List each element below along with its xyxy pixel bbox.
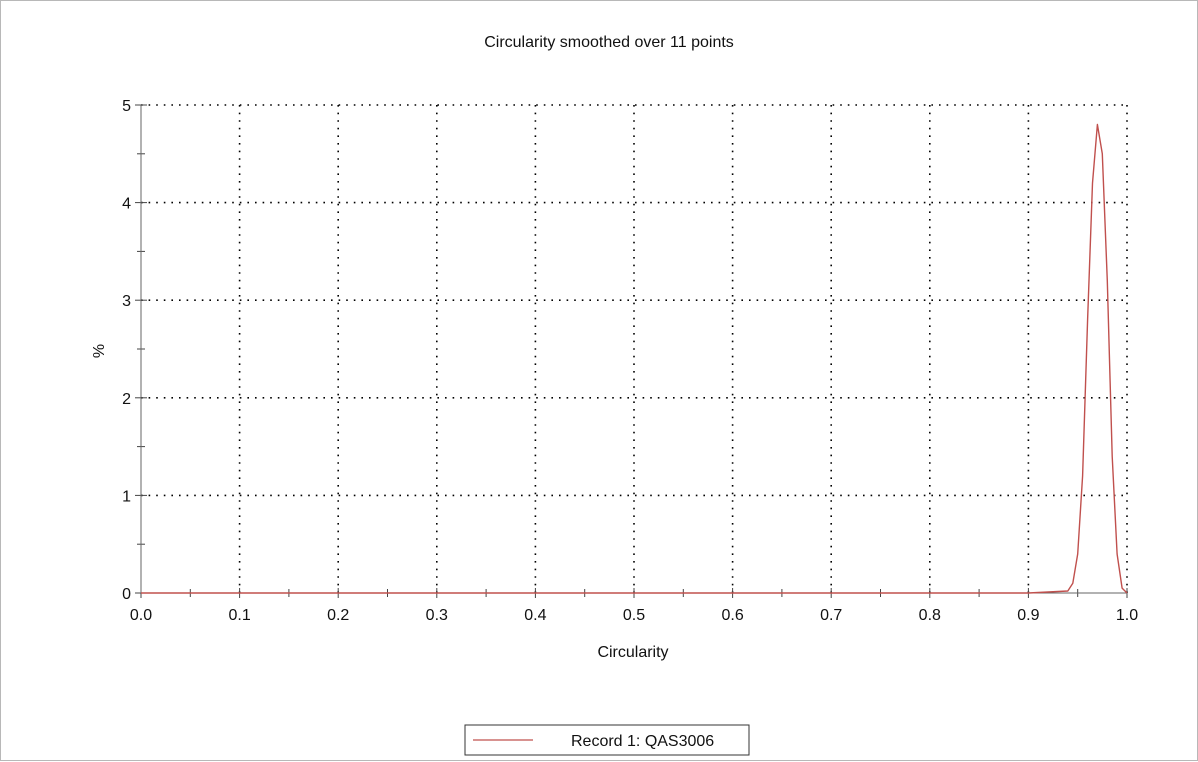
x-tick-label-0.4: 0.4 (524, 607, 546, 624)
grid (141, 104, 1128, 593)
legend: Record 1: QAS3006 (464, 724, 750, 756)
tick-labels: 0.0 0.1 0.2 0.3 0.4 0.5 0.6 0.7 0.8 0.9 1.0 0 1 2 3 4 5 (122, 98, 1138, 624)
x-tick-label-0.3: 0.3 (426, 607, 448, 624)
x-tick-label-0.9: 0.9 (1017, 607, 1039, 624)
axes (135, 104, 1128, 598)
y-tick-label-0: 0 (122, 586, 131, 603)
y-tick-label-4: 4 (122, 196, 131, 213)
y-tick-label-5: 5 (122, 98, 131, 115)
y-tick-label-3: 3 (122, 293, 131, 310)
x-tick-label-0.2: 0.2 (327, 607, 349, 624)
x-tick-label-0.1: 0.1 (228, 607, 250, 624)
x-tick-label-1.0: 1.0 (1116, 607, 1138, 624)
chart-title: Circularity smoothed over 11 points (484, 34, 734, 51)
x-tick-label-0.5: 0.5 (623, 607, 645, 624)
x-tick-label-0.7: 0.7 (820, 607, 842, 624)
x-axis-label: Circularity (597, 644, 668, 661)
series-layer (141, 123, 1128, 594)
y-tick-label-1: 1 (122, 488, 131, 505)
x-tick-label-0.0: 0.0 (130, 607, 152, 624)
series-line-1 (141, 123, 1128, 594)
legend-label-record-1: Record 1: QAS3006 (571, 733, 714, 750)
x-tick-label-0.8: 0.8 (919, 607, 941, 624)
y-tick-label-2: 2 (122, 391, 131, 408)
x-tick-label-0.6: 0.6 (721, 607, 743, 624)
y-axis-label: % (91, 344, 108, 358)
